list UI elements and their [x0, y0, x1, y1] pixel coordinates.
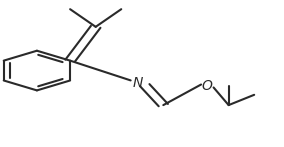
Text: N: N — [133, 76, 143, 90]
Text: O: O — [202, 79, 213, 93]
